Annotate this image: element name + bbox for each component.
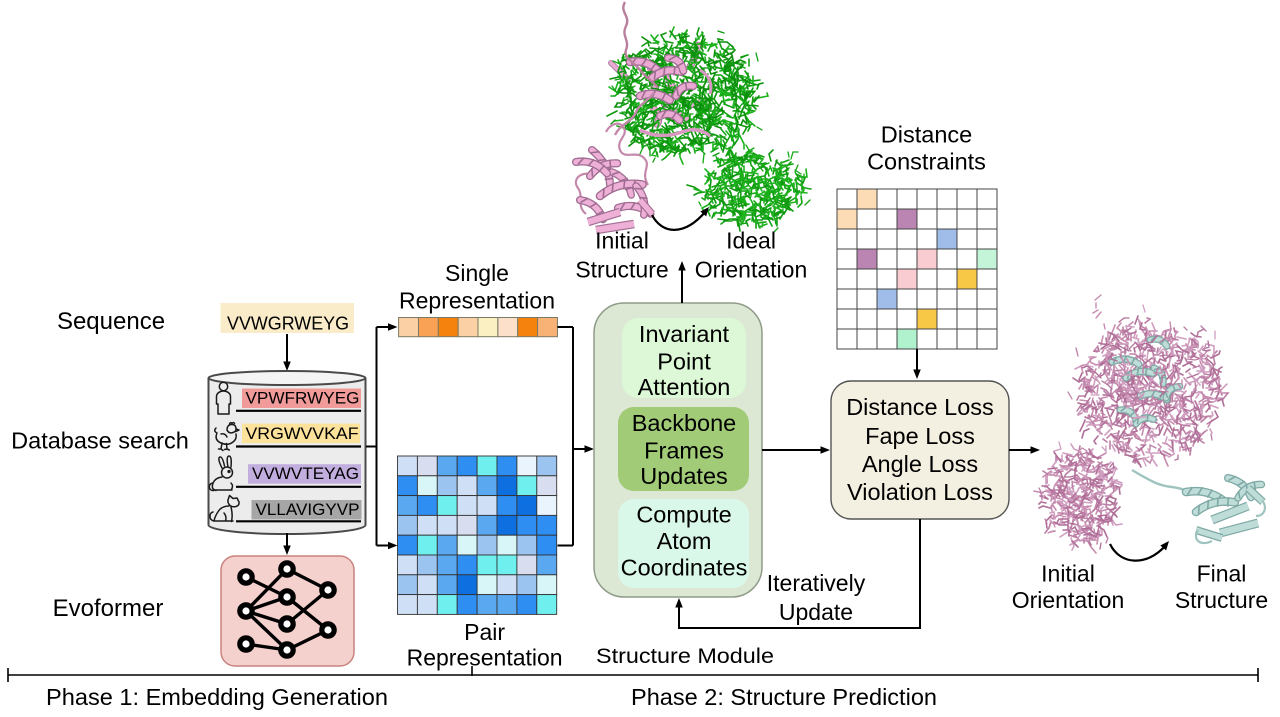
svg-text:Atom: Atom xyxy=(657,528,712,554)
svg-text:VVWGRWEYG: VVWGRWEYG xyxy=(227,313,349,334)
svg-text:Ideal: Ideal xyxy=(726,228,776,254)
svg-text:Single: Single xyxy=(445,260,509,286)
svg-text:Angle Loss: Angle Loss xyxy=(862,451,978,477)
svg-text:Distance Loss: Distance Loss xyxy=(846,394,994,420)
svg-text:Orientation: Orientation xyxy=(1012,587,1125,613)
svg-text:Representation: Representation xyxy=(407,645,563,671)
svg-text:Point: Point xyxy=(657,349,711,375)
svg-text:Database search: Database search xyxy=(11,428,189,454)
svg-text:Final: Final xyxy=(1197,561,1247,587)
svg-text:Fape Loss: Fape Loss xyxy=(865,423,975,449)
svg-text:VPWFRWYEG: VPWFRWYEG xyxy=(246,389,360,408)
svg-text:Frames: Frames xyxy=(644,438,724,464)
svg-text:Coordinates: Coordinates xyxy=(621,555,748,581)
svg-text:Evoformer: Evoformer xyxy=(53,595,164,622)
svg-text:Orientation: Orientation xyxy=(695,257,808,283)
svg-text:Update: Update xyxy=(779,599,853,625)
svg-text:Structure: Structure xyxy=(575,257,668,283)
svg-text:Compute: Compute xyxy=(636,502,731,528)
svg-text:VLLAVIGYVP: VLLAVIGYVP xyxy=(256,500,360,519)
svg-text:Initial: Initial xyxy=(595,228,649,254)
svg-text:VRGWVVKAF: VRGWVVKAF xyxy=(246,424,359,443)
svg-text:Phase 1: Embedding Generation: Phase 1: Embedding Generation xyxy=(46,684,388,710)
svg-text:Constraints: Constraints xyxy=(867,149,986,175)
svg-text:Initial: Initial xyxy=(1041,561,1095,587)
svg-text:Attention: Attention xyxy=(638,374,731,400)
svg-text:Distance: Distance xyxy=(881,122,972,148)
svg-text:Iteratively: Iteratively xyxy=(767,570,866,596)
svg-text:Structure Module: Structure Module xyxy=(596,645,774,668)
svg-text:Pair: Pair xyxy=(464,619,505,645)
svg-text:Representation: Representation xyxy=(399,287,555,313)
svg-text:Sequence: Sequence xyxy=(57,308,165,335)
svg-text:Phase 2: Structure Prediction: Phase 2: Structure Prediction xyxy=(631,684,937,710)
svg-text:Violation Loss: Violation Loss xyxy=(847,479,993,505)
svg-text:VVWVTEYAG: VVWVTEYAG xyxy=(252,464,359,483)
svg-text:Updates: Updates xyxy=(640,463,728,489)
svg-text:Structure: Structure xyxy=(1175,587,1268,613)
svg-text:Backbone: Backbone xyxy=(632,410,737,436)
svg-text:Invariant: Invariant xyxy=(639,321,730,347)
